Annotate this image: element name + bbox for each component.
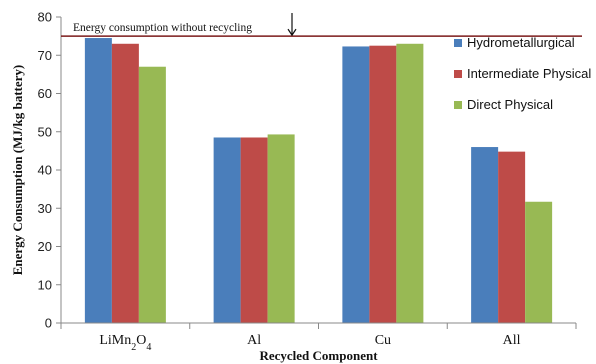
- bar-hydrometallurgical: [84, 38, 112, 323]
- y-tick-label: 40: [38, 163, 52, 178]
- bar-hydrometallurgical: [471, 147, 499, 323]
- bar-direct-physical: [267, 134, 295, 323]
- legend-swatch: [454, 101, 462, 109]
- y-tick-label: 20: [38, 239, 52, 254]
- y-tick-label: 60: [38, 86, 52, 101]
- bar-hydrometallurgical: [213, 137, 241, 323]
- legend-label: Intermediate Physical: [467, 66, 591, 81]
- legend-swatch: [454, 70, 462, 78]
- y-axis-title: Energy Consumption (MJ/kg battery): [10, 65, 25, 276]
- y-tick-label: 70: [38, 48, 52, 63]
- reference-arrow-head: [287, 28, 297, 37]
- x-tick-label: All: [503, 333, 521, 348]
- bars-layer: [84, 38, 553, 324]
- legend-label: Direct Physical: [467, 97, 553, 112]
- x-tick-label: Al: [247, 333, 261, 348]
- bar-direct-physical: [525, 201, 553, 323]
- y-tick-label: 80: [38, 10, 52, 25]
- reference-line-label: Energy consumption without recycling: [73, 22, 252, 34]
- bar-intermediate-physical: [498, 151, 526, 323]
- y-tick-label: 50: [38, 124, 52, 139]
- legend: Hydrometallurgical Intermediate Physical D…: [454, 35, 591, 112]
- reference-line-group: Energy consumption without recycling: [61, 13, 582, 37]
- y-axis: 0 10 20 30 40 50 60 70 80: [38, 10, 62, 331]
- x-axis-title: Recycled Component: [259, 348, 378, 363]
- bar-direct-physical: [396, 43, 424, 324]
- x-tick-label: LiMn2O4: [99, 333, 151, 353]
- bar-intermediate-physical: [240, 137, 268, 323]
- y-tick-label: 30: [38, 201, 52, 216]
- legend-swatch: [454, 39, 462, 47]
- bar-intermediate-physical: [369, 45, 397, 323]
- bar-direct-physical: [138, 66, 166, 323]
- x-tick-label: Cu: [375, 333, 391, 348]
- legend-label: Hydrometallurgical: [467, 35, 575, 50]
- y-tick-label: 0: [45, 316, 52, 331]
- y-tick-label: 10: [38, 277, 52, 292]
- bar-intermediate-physical: [111, 43, 139, 324]
- bar-hydrometallurgical: [342, 46, 370, 323]
- x-axis: LiMn2O4 Al Cu All: [60, 322, 577, 353]
